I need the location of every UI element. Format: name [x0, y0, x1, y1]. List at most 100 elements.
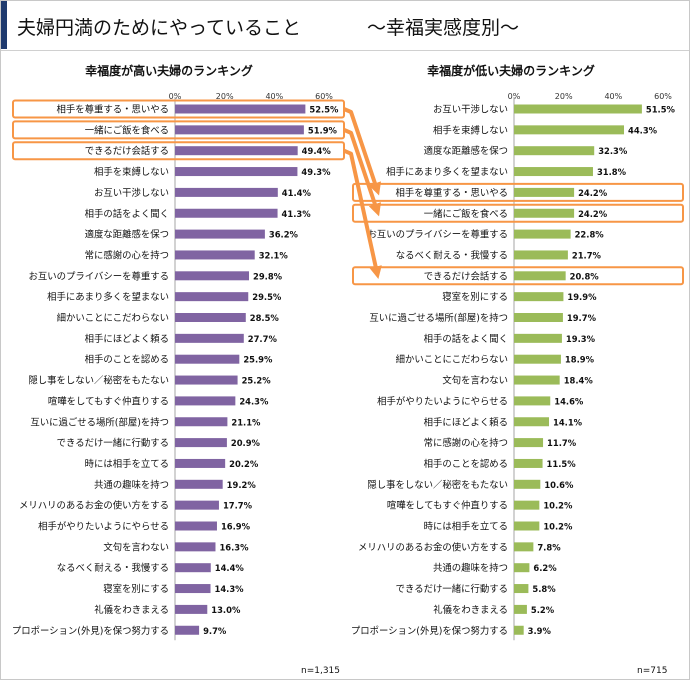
data-label: 49.4% [302, 146, 332, 156]
bar [514, 458, 543, 468]
bar [175, 500, 219, 510]
category-label: 適度な距離感を保つ [424, 145, 508, 157]
data-label: 24.3% [239, 396, 269, 406]
bar [175, 625, 200, 635]
category-label: できるだけ一緒に行動する [396, 583, 508, 595]
category-label: できるだけ会話する [85, 145, 169, 157]
category-label: 相手を束縛しない [433, 124, 508, 136]
category-label: 一緒にご飯を食べる [424, 208, 508, 220]
bar [175, 167, 298, 177]
data-label: 31.8% [597, 167, 627, 177]
data-label: 24.2% [578, 188, 608, 198]
data-label: 19.2% [227, 480, 257, 490]
x-tick-label: 40% [604, 92, 622, 101]
title-divider [1, 50, 689, 51]
data-label: 20.8% [570, 271, 600, 281]
bar [514, 417, 550, 427]
bar [514, 333, 562, 343]
connector-arrow [343, 128, 382, 217]
bar [175, 479, 223, 489]
data-label: 28.5% [250, 313, 280, 323]
category-label: メリハリのあるお金の使い方をする [19, 500, 169, 512]
category-label: 寝室を別にする [442, 291, 508, 303]
category-label: 時には相手を立てる [85, 458, 169, 470]
category-label: 時には相手を立てる [424, 521, 508, 533]
bar [514, 229, 571, 239]
bar [175, 417, 228, 427]
bar [514, 375, 560, 385]
bar [175, 229, 265, 239]
category-label: 隠し事をしない／秘密をもたない [367, 479, 508, 491]
category-label: なるべく耐える・我慢する [396, 249, 508, 261]
category-label: 喧嘩をしてもすぐ仲直りする [48, 395, 169, 407]
bar [175, 250, 255, 260]
data-label: 22.8% [575, 230, 605, 240]
data-label: 16.3% [219, 542, 249, 552]
category-label: 喧嘩をしてもすぐ仲直りする [387, 500, 508, 512]
bar [175, 146, 298, 156]
sample-size-label: n=1,315 [301, 666, 340, 676]
x-tick-label: 20% [216, 92, 234, 101]
category-label: できるだけ一緒に行動する [57, 437, 169, 449]
bar [514, 292, 564, 302]
bar [514, 542, 534, 552]
category-label: 一緒にご飯を食べる [85, 124, 169, 136]
page-title: 夫婦円満のためにやっていること [17, 17, 302, 39]
category-label: 礼儀をわきまえる [433, 604, 508, 616]
chart-title: 幸福度が低い夫婦のランキング [427, 63, 595, 78]
data-label: 19.9% [567, 292, 597, 302]
category-label: 共通の趣味を持つ [433, 562, 508, 574]
data-label: 16.9% [221, 522, 251, 532]
bar [514, 354, 561, 364]
category-label: 相手がやりたいようにやらせる [377, 395, 508, 407]
category-label: 相手にあまり多くを望まない [47, 291, 169, 303]
data-label: 10.2% [543, 501, 573, 511]
bar [514, 208, 575, 218]
bar [175, 354, 240, 364]
x-tick-label: 0% [169, 92, 182, 101]
data-label: 17.7% [223, 501, 253, 511]
bar [175, 604, 208, 614]
bar [175, 187, 278, 197]
data-label: 14.1% [553, 417, 583, 427]
title-accent-bar [1, 1, 7, 49]
bar [514, 500, 540, 510]
category-label: 相手がやりたいようにやらせる [38, 521, 169, 533]
data-label: 21.1% [231, 417, 261, 427]
data-label: 10.6% [544, 480, 574, 490]
bar [514, 104, 642, 114]
category-label: 相手を束縛しない [94, 166, 169, 178]
bar [514, 125, 625, 135]
bar [175, 125, 304, 135]
category-label: 文句を言わない [442, 375, 508, 387]
bar [175, 438, 227, 448]
category-label: 相手の話をよく聞く [424, 333, 508, 345]
data-label: 20.2% [229, 459, 259, 469]
data-label: 6.2% [533, 563, 557, 573]
category-label: 互いに過ごせる場所(部屋)を持つ [30, 416, 169, 428]
category-label: 常に感謝の心を持つ [424, 437, 508, 449]
data-label: 24.2% [578, 209, 608, 219]
bar [514, 438, 544, 448]
category-label: 細かいことにこだわらない [57, 312, 169, 324]
data-label: 14.3% [215, 584, 245, 594]
data-label: 14.4% [215, 563, 245, 573]
data-label: 20.9% [231, 438, 261, 448]
category-label: お互い干渉しない [94, 187, 169, 199]
data-label: 36.2% [269, 230, 299, 240]
data-label: 18.4% [564, 376, 594, 386]
category-label: 相手を尊重する・思いやる [56, 104, 169, 116]
category-label: 寝室を別にする [103, 583, 169, 595]
data-label: 21.7% [572, 250, 602, 260]
data-label: 51.5% [646, 105, 676, 115]
data-label: 44.3% [628, 125, 658, 135]
data-label: 27.7% [248, 334, 278, 344]
connector-arrow [343, 148, 382, 280]
category-label: プロポーション(外見)を保つ努力する [351, 625, 508, 637]
data-label: 41.4% [282, 188, 312, 198]
bar [514, 521, 540, 531]
data-label: 29.8% [253, 271, 283, 281]
bar [514, 250, 568, 260]
x-tick-label: 60% [315, 92, 333, 101]
